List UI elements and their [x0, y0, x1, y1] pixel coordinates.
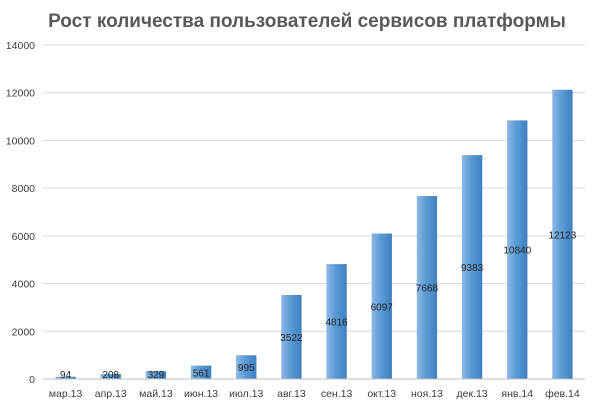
- data-label: 329: [148, 370, 165, 381]
- data-label: 6097: [371, 302, 394, 313]
- x-tick-label: май.13: [139, 388, 173, 400]
- y-tick-label: 8000: [12, 183, 36, 195]
- data-label: 10840: [503, 246, 531, 257]
- data-label: 7668: [416, 284, 439, 295]
- bar: [100, 374, 121, 379]
- data-label: 208: [102, 370, 119, 381]
- y-tick-label: 14000: [6, 40, 35, 52]
- grid-lines: [43, 44, 585, 332]
- bar: [371, 233, 392, 379]
- x-tick-label: дек.13: [456, 388, 487, 400]
- chart-title: Рост количества пользователей сервисов п…: [48, 11, 566, 32]
- data-label: 3522: [280, 333, 303, 344]
- data-label: 94: [60, 370, 72, 381]
- y-tick-label: 0: [29, 374, 35, 386]
- bar: [507, 120, 528, 379]
- x-tick-label: сен.13: [321, 388, 353, 400]
- y-axis-ticks: 0 2000 4000 6000 8000 10000 12000 14000: [6, 40, 35, 386]
- bar: [326, 264, 347, 379]
- y-tick-label: 10000: [6, 135, 35, 147]
- y-tick-label: 2000: [12, 326, 36, 338]
- data-label: 561: [193, 368, 210, 379]
- x-tick-label: авг.13: [277, 388, 306, 400]
- x-tick-label: янв.14: [501, 388, 533, 400]
- x-tick-label: ноя.13: [411, 388, 443, 400]
- data-label: 9383: [461, 263, 484, 274]
- bar: [55, 376, 76, 379]
- y-tick-label: 12000: [6, 88, 35, 100]
- bar: [461, 155, 483, 379]
- bars: 94 208 329 561 995 3522 4816 6097 7668 9383 10840 1…: [55, 89, 577, 381]
- data-label: 4816: [325, 318, 348, 329]
- y-tick-label: 4000: [12, 279, 36, 291]
- bar: [552, 89, 573, 380]
- data-label: 12123: [549, 230, 577, 241]
- bar: [190, 365, 212, 379]
- x-tick-label: фев.14: [545, 388, 580, 400]
- data-label: 995: [238, 363, 255, 374]
- x-tick-label: июн.13: [184, 388, 218, 400]
- y-tick-label: 6000: [12, 231, 36, 243]
- bar: [236, 355, 257, 379]
- x-tick-label: июл.13: [229, 388, 263, 400]
- bar: [416, 196, 438, 379]
- x-tick-label: мар.13: [49, 388, 83, 400]
- bar: [281, 294, 302, 379]
- bar: [145, 371, 167, 379]
- x-tick-label: апр.13: [95, 388, 127, 400]
- x-axis-ticks: мар.13 апр.13 май.13 июн.13 июл.13 авг.13 сен.…: [49, 388, 580, 400]
- x-tick-label: окт.13: [367, 388, 396, 400]
